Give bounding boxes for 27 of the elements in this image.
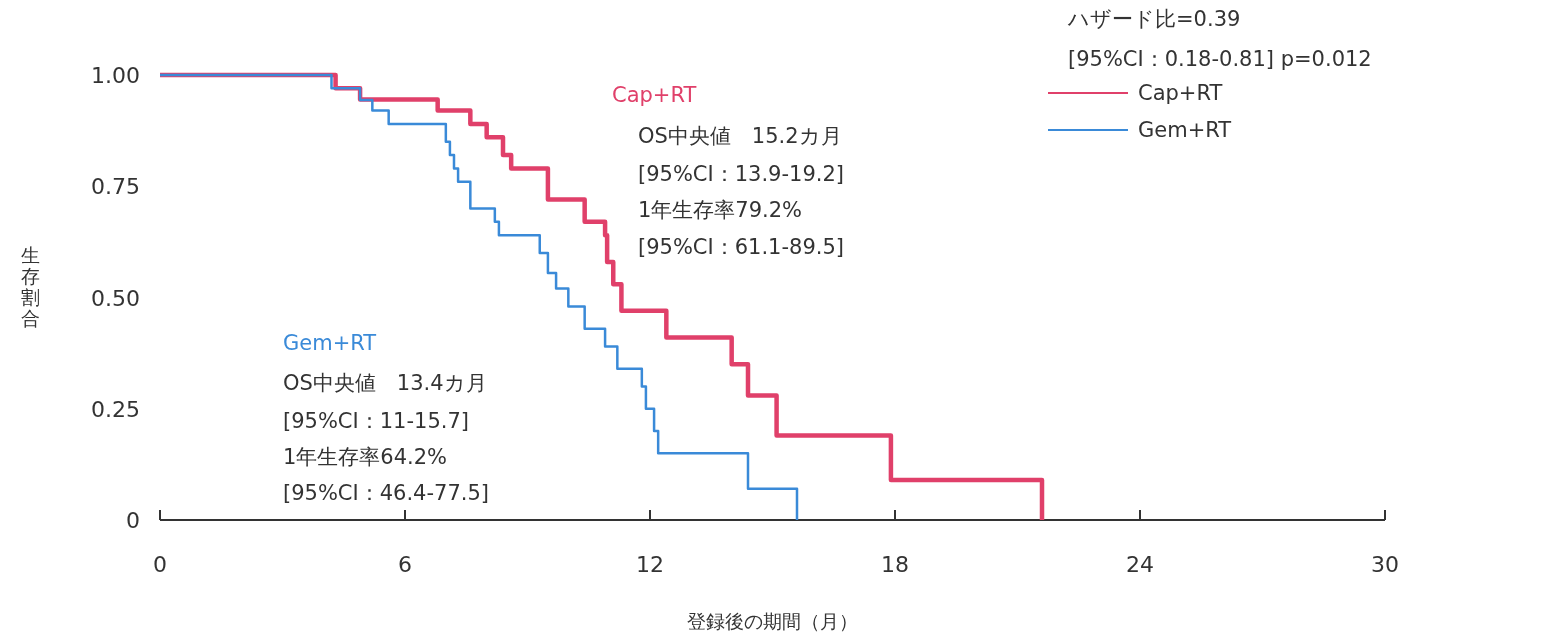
text: Gem+RT	[283, 331, 377, 355]
annotation: 1年生存率64.2%	[283, 445, 448, 469]
legend-label: Gem+RT	[1138, 118, 1232, 142]
text: [95%CI：0.18-0.81] p=0.012	[1068, 47, 1372, 71]
annotation: OS中央値 13.4カ月	[283, 371, 487, 395]
x-tick-label: 24	[1126, 552, 1154, 577]
y-tick-label: 0.50	[91, 285, 140, 311]
y-tick-label: 0.75	[91, 174, 140, 200]
annotation: OS中央値 15.2カ月	[638, 124, 842, 148]
annotation: 1年生存率79.2%	[638, 198, 803, 222]
y-tick-label: 0	[126, 508, 140, 533]
text: ハザード比=0.39	[1067, 7, 1241, 31]
y-axis-title: 生存割合	[20, 244, 40, 329]
x-tick-label: 18	[881, 552, 909, 577]
x-axis-title: 登録後の期間（月）	[687, 610, 858, 632]
y-tick-label: 0.25	[91, 396, 140, 422]
x-tick-label: 12	[636, 552, 664, 577]
annotation: [95%CI：13.9-19.2]	[638, 162, 845, 186]
y-tick-label: 1.00	[91, 63, 140, 88]
x-tick-label: 6	[398, 552, 412, 577]
text: Cap+RT	[612, 83, 697, 107]
annotation: [95%CI：46.4-77.5]	[283, 481, 490, 505]
annotation: [95%CI：11-15.7]	[283, 409, 469, 433]
x-tick-label: 0	[153, 552, 167, 577]
x-tick-label: 30	[1371, 552, 1399, 577]
annotation: [95%CI：61.1-89.5]	[638, 235, 845, 259]
legend-label: Cap+RT	[1138, 81, 1223, 105]
